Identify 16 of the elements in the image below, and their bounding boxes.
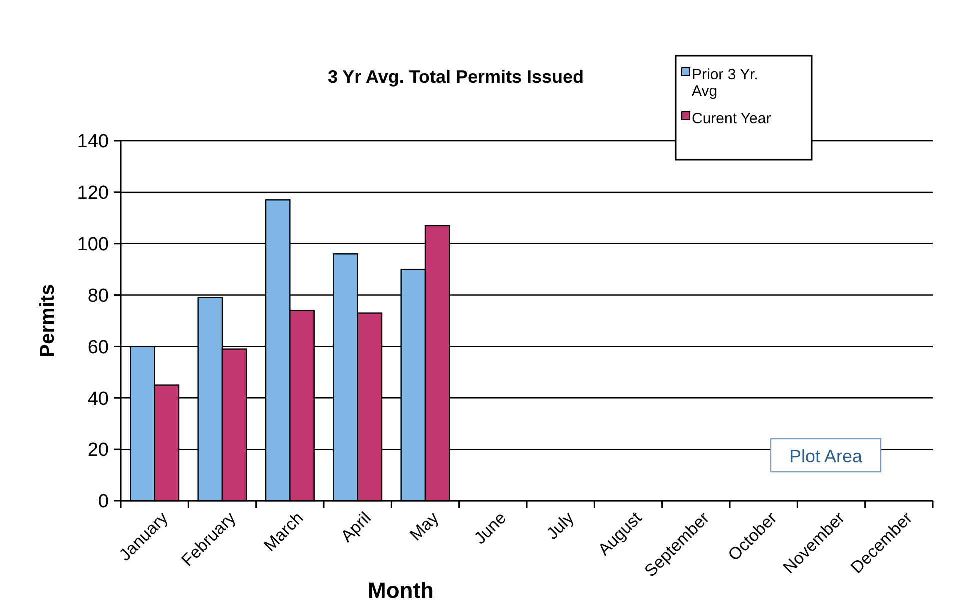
y-tick-label: 80 xyxy=(88,286,109,307)
y-tick-label: 140 xyxy=(77,132,109,153)
y-tick-label: 100 xyxy=(77,234,109,256)
x-tick-label: May xyxy=(406,508,443,545)
legend-label: Prior 3 Yr. Avg xyxy=(692,66,758,100)
x-axis-title: Month xyxy=(368,578,434,603)
legend-label: Curent Year xyxy=(692,110,772,128)
y-axis-title: Permits xyxy=(37,284,59,358)
annotation: Plot Area xyxy=(789,446,864,466)
y-tick-label: 0 xyxy=(98,492,109,513)
y-tick-label: 40 xyxy=(88,388,109,410)
y-tick-label: 120 xyxy=(77,183,109,204)
x-tick-label: July xyxy=(543,508,578,544)
chart-title: 3 Yr Avg. Total Permits Issued xyxy=(328,67,584,87)
y-tick-label: 20 xyxy=(88,440,109,462)
y-tick-label: 60 xyxy=(88,337,109,358)
